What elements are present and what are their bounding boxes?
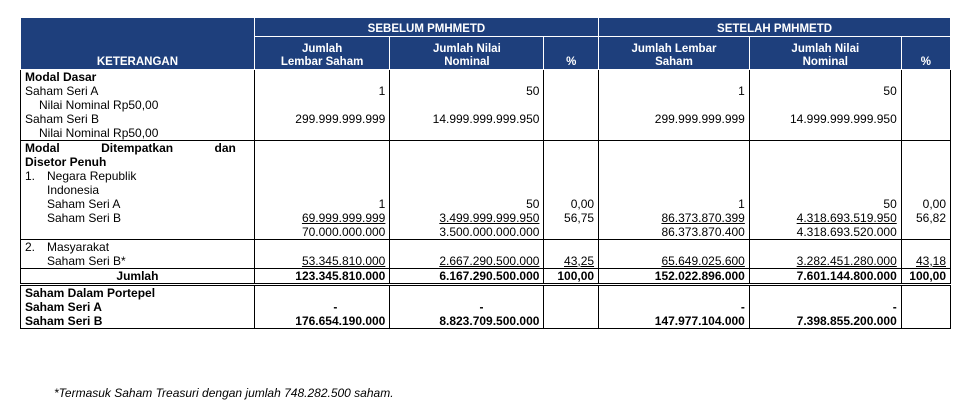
table-row: Indonesia — [20, 183, 952, 197]
header-jumlah-lembar-saham-after: Jumlah Lembar Saham — [598, 36, 750, 70]
header-jumlah-lembar-saham: Jumlah Lembar Saham — [253, 36, 391, 70]
capital-structure-table: KETERANGAN SEBELUM PMHMETD SETELAH PMHME… — [20, 17, 952, 329]
modal-ditempatkan-title: Modal Ditempatkan dan — [20, 140, 255, 155]
modal-dasar-title: Modal Dasar — [20, 69, 255, 84]
table-row: 1. Negara Republik — [20, 169, 952, 183]
header-pct: % — [543, 36, 600, 70]
header-setelah: SETELAH PMHMETD — [598, 17, 951, 37]
item-negara: 1. Negara Republik — [20, 169, 255, 183]
table-row: Saham Seri B 176.654.190.000 8.823.709.5… — [20, 314, 952, 329]
header-sebelum: SEBELUM PMHMETD — [253, 17, 600, 37]
item-masyarakat: 2. Masyarakat — [20, 239, 255, 254]
table-row: Modal Ditempatkan dan — [20, 140, 952, 155]
table-row: Saham Seri A 1 50 1 50 — [20, 84, 952, 98]
header-jumlah-nilai-nominal: Jumlah Nilai Nominal — [389, 36, 545, 70]
table-row: Saham Seri B* 53.345.810.000 2.667.290.5… — [20, 254, 952, 269]
table-row: 2. Masyarakat — [20, 239, 952, 254]
table-row: Nilai Nominal Rp50,00 — [20, 98, 952, 112]
table-row: 70.000.000.000 3.500.000.000.000 86.373.… — [20, 225, 952, 240]
table-row: Saham Seri A 1 50 0,00 1 50 0,00 — [20, 197, 952, 211]
table-row: Saham Seri B 299.999.999.999 14.999.999.… — [20, 112, 952, 126]
table-row: Saham Seri A - - - - — [20, 300, 952, 314]
header-pct-after: % — [900, 36, 952, 70]
header-jumlah-nilai-nominal-after: Jumlah Nilai Nominal — [748, 36, 902, 70]
header-keterangan: KETERANGAN — [20, 17, 255, 70]
table-row: Nilai Nominal Rp50,00 — [20, 126, 952, 141]
footnote: *Termasuk Saham Treasuri dengan jumlah 7… — [54, 386, 394, 400]
portepel-title: Saham Dalam Portepel — [20, 284, 255, 300]
table-row: Modal Dasar — [20, 69, 952, 84]
table-row: Disetor Penuh — [20, 155, 952, 169]
table-row-total: Jumlah 123.345.810.000 6.167.290.500.000… — [20, 268, 952, 286]
table-row: Saham Seri B 69.999.999.999 3.499.999.99… — [20, 211, 952, 225]
table-row: Saham Dalam Portepel — [20, 284, 952, 300]
